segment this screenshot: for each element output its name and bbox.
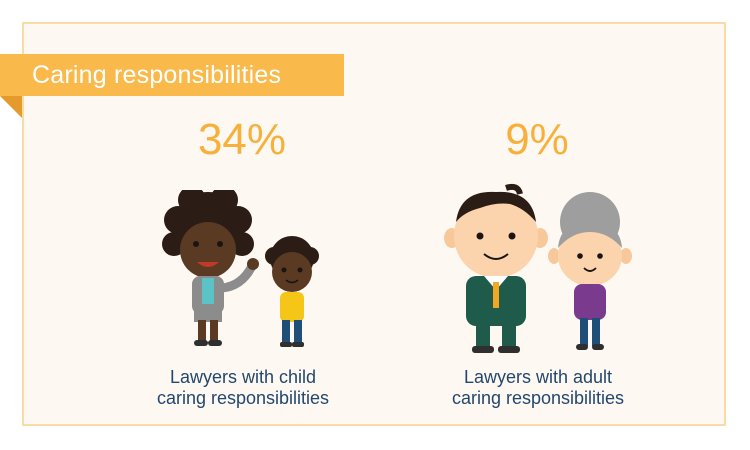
child-care-caption: Lawyers with child caring responsibiliti… (113, 367, 373, 409)
adult-care-percentage: 9% (505, 115, 569, 164)
child-care-caption-line1: Lawyers with child (169, 367, 317, 387)
section-banner: Caring responsibilities (0, 54, 344, 96)
child-care-percentage: 34% (197, 115, 287, 164)
adult-care-caption-line1: Lawyers with adult (463, 367, 613, 387)
child-care-caption-line2: caring responsibilities (156, 388, 330, 408)
banner-fold (0, 96, 22, 118)
adult-care-caption: Lawyers with adult caring responsibiliti… (408, 367, 668, 409)
adult-care-caption-line2: caring responsibilities (451, 388, 625, 408)
elderly-couple-illustration (444, 183, 632, 353)
mother-with-child-illustration (162, 190, 319, 347)
